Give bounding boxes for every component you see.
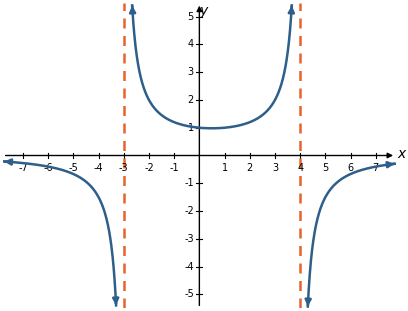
Text: 2: 2 [188, 95, 194, 105]
Text: -1: -1 [184, 178, 194, 188]
Text: -3: -3 [119, 163, 129, 173]
Text: -6: -6 [43, 163, 53, 173]
Text: 1: 1 [188, 123, 194, 133]
Text: -5: -5 [69, 163, 78, 173]
Text: 6: 6 [348, 163, 354, 173]
Text: 2: 2 [247, 163, 253, 173]
Text: 5: 5 [188, 12, 194, 22]
Text: 5: 5 [322, 163, 328, 173]
Text: -7: -7 [18, 163, 28, 173]
Text: -4: -4 [94, 163, 103, 173]
Text: y: y [199, 4, 207, 18]
Text: 3: 3 [272, 163, 278, 173]
Text: 4: 4 [297, 163, 303, 173]
Text: 4: 4 [188, 39, 194, 49]
Text: x: x [397, 147, 406, 161]
Text: -4: -4 [184, 262, 194, 272]
Text: 1: 1 [222, 163, 228, 173]
Text: -1: -1 [169, 163, 179, 173]
Text: 7: 7 [373, 163, 379, 173]
Text: -2: -2 [184, 206, 194, 216]
Text: -2: -2 [144, 163, 154, 173]
Text: 3: 3 [188, 67, 194, 77]
Text: -3: -3 [184, 234, 194, 244]
Text: -5: -5 [184, 289, 194, 299]
